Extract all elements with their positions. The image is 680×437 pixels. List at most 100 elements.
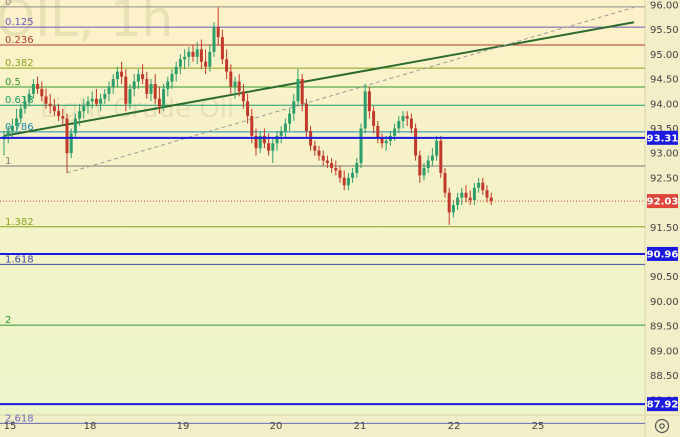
candle [23, 96, 27, 114]
candle [430, 148, 434, 166]
candle [149, 79, 153, 102]
y-tick-label: 93.50 [650, 124, 679, 135]
candle [451, 200, 455, 218]
candle [6, 125, 10, 144]
candle [40, 81, 44, 102]
candle-body [351, 172, 355, 178]
candle-body [73, 118, 77, 134]
candle [128, 83, 132, 109]
candle [439, 135, 443, 178]
candle-body [393, 128, 397, 136]
candle-body [359, 128, 363, 164]
candle-body [258, 135, 262, 149]
candle [208, 44, 212, 72]
candle [296, 69, 300, 107]
candle-body [212, 27, 216, 52]
candle [376, 121, 380, 144]
candle-body [435, 140, 439, 156]
fib-level-label: 0.236 [5, 35, 34, 46]
candle-body [103, 93, 107, 99]
candle-body [241, 91, 245, 102]
candle [82, 98, 86, 119]
candle-body [426, 160, 430, 168]
candle-body [208, 51, 212, 67]
price-badge: 92.03 [647, 194, 678, 209]
candle-body [187, 51, 191, 57]
candle [19, 103, 23, 124]
candle-body [57, 111, 61, 117]
candle-body [19, 108, 23, 119]
candle-body [372, 111, 376, 126]
candle-body [254, 135, 258, 149]
candle [73, 113, 77, 139]
dashed-trend-line[interactable] [66, 6, 635, 174]
candle [359, 123, 363, 168]
candle-body [460, 192, 464, 198]
fib-level-label: 2 [5, 315, 11, 326]
candle-body [220, 37, 224, 60]
candle-body [27, 93, 31, 102]
candle-body [405, 116, 409, 119]
candle [321, 150, 325, 166]
candle-body [115, 71, 119, 80]
trend-lines[interactable] [3, 6, 635, 174]
gear-icon[interactable] [654, 418, 670, 434]
candle-body [380, 138, 384, 144]
candle [485, 185, 489, 203]
candle [65, 113, 69, 173]
candle [225, 49, 229, 80]
candle-body [229, 71, 233, 87]
candle [380, 133, 384, 149]
candle [317, 145, 321, 161]
candle-body [334, 167, 338, 171]
candle-body [237, 81, 241, 92]
candle [99, 93, 103, 112]
candle-body [317, 150, 321, 156]
candle [464, 185, 468, 203]
candle [103, 88, 107, 104]
candle [409, 113, 413, 134]
candle [258, 130, 262, 154]
candle-body [262, 135, 266, 144]
candle [111, 74, 115, 94]
candle-body [120, 71, 124, 77]
candle [153, 74, 157, 104]
candle-body [296, 79, 300, 102]
fib-level-label: 0.786 [5, 122, 34, 133]
candle-body [397, 121, 401, 129]
candle-body [136, 74, 140, 82]
candle [78, 103, 82, 126]
x-tick-label: 18 [84, 421, 97, 432]
plot-background [0, 0, 645, 415]
candle [363, 83, 367, 134]
price-badge: 90.96 [647, 246, 678, 261]
candle [292, 93, 296, 122]
candle [288, 108, 292, 131]
candle-body [204, 61, 208, 67]
candle [460, 187, 464, 206]
price-badge-box [647, 130, 678, 145]
price-badge-label: 87.92 [647, 400, 679, 411]
candle-body [178, 59, 182, 67]
candle-body [472, 187, 476, 201]
candle [178, 54, 182, 75]
candle-body [48, 103, 52, 107]
candle-body [99, 98, 103, 104]
candle [397, 116, 401, 134]
trend-line[interactable] [3, 21, 635, 137]
candle-body [271, 143, 275, 151]
candle-body [149, 83, 153, 94]
price-badge-box [647, 246, 678, 261]
y-axis-panel [645, 0, 680, 437]
candle-body [342, 177, 346, 186]
y-tick-label: 95.50 [650, 25, 679, 36]
price-lines[interactable] [0, 136, 645, 406]
candle [477, 177, 481, 193]
y-tick-label: 92.50 [650, 173, 679, 184]
candle-body [464, 192, 468, 198]
candle-body [10, 125, 14, 131]
candle [183, 49, 187, 70]
candle [52, 98, 56, 117]
y-tick-label: 91.50 [650, 223, 679, 234]
